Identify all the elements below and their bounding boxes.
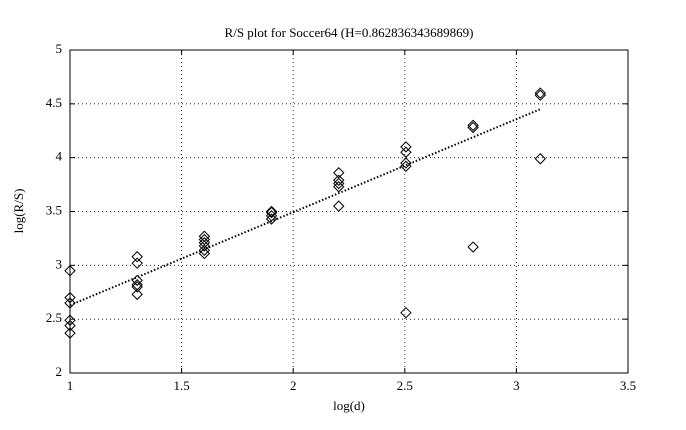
data-point (131, 257, 143, 269)
x-tick-label: 2 (290, 378, 297, 393)
y-tick-label: 3 (56, 256, 63, 271)
data-point (534, 153, 546, 165)
data-point (265, 206, 278, 219)
y-tick-label: 4.5 (46, 95, 62, 110)
data-point (400, 157, 412, 169)
y-tick-label: 3.5 (46, 202, 62, 217)
data-point (333, 174, 345, 186)
data-point (131, 274, 143, 287)
data-point (131, 281, 143, 293)
data-point (198, 230, 211, 242)
data-point (198, 247, 211, 260)
x-tick-label: 3 (513, 378, 520, 393)
chart-title: R/S plot for Soccer64 (H=0.8628363436898… (225, 25, 474, 40)
y-axis-label: log(R/S) (11, 189, 26, 234)
data-point (198, 237, 211, 249)
data-point (131, 288, 143, 301)
data-point (198, 244, 211, 256)
data-point (64, 265, 76, 277)
data-point (333, 181, 345, 193)
data-point (64, 291, 76, 304)
data-point (64, 314, 76, 326)
data-point (265, 213, 278, 225)
y-tick-label: 5 (56, 41, 63, 56)
x-axis-label: log(d) (333, 398, 365, 413)
data-point (64, 297, 76, 309)
y-tick-label: 4 (56, 149, 63, 164)
y-tick-label: 2.5 (46, 310, 62, 325)
data-point (467, 241, 479, 253)
data-point (534, 87, 546, 99)
data-point (400, 306, 412, 319)
plot-frame (69, 49, 629, 374)
x-tick-label: 1 (67, 378, 74, 393)
data-point (333, 200, 345, 212)
y-tick-label: 2 (56, 364, 63, 379)
data-point (467, 121, 479, 134)
data-point (400, 146, 412, 158)
data-point (467, 119, 479, 132)
data-point (265, 205, 278, 218)
data-point (198, 240, 211, 252)
x-tick-label: 1.5 (173, 378, 189, 393)
data-point (333, 167, 345, 179)
data-point (400, 160, 412, 172)
fit-line (69, 108, 541, 307)
data-point (400, 141, 412, 153)
data-point (198, 233, 211, 246)
data-point (64, 319, 76, 332)
x-tick-label: 2.5 (397, 378, 413, 393)
data-point (64, 327, 76, 339)
data-point (333, 177, 345, 190)
data-point (534, 89, 546, 101)
x-tick-label: 3.5 (620, 378, 636, 393)
data-point (131, 251, 143, 263)
